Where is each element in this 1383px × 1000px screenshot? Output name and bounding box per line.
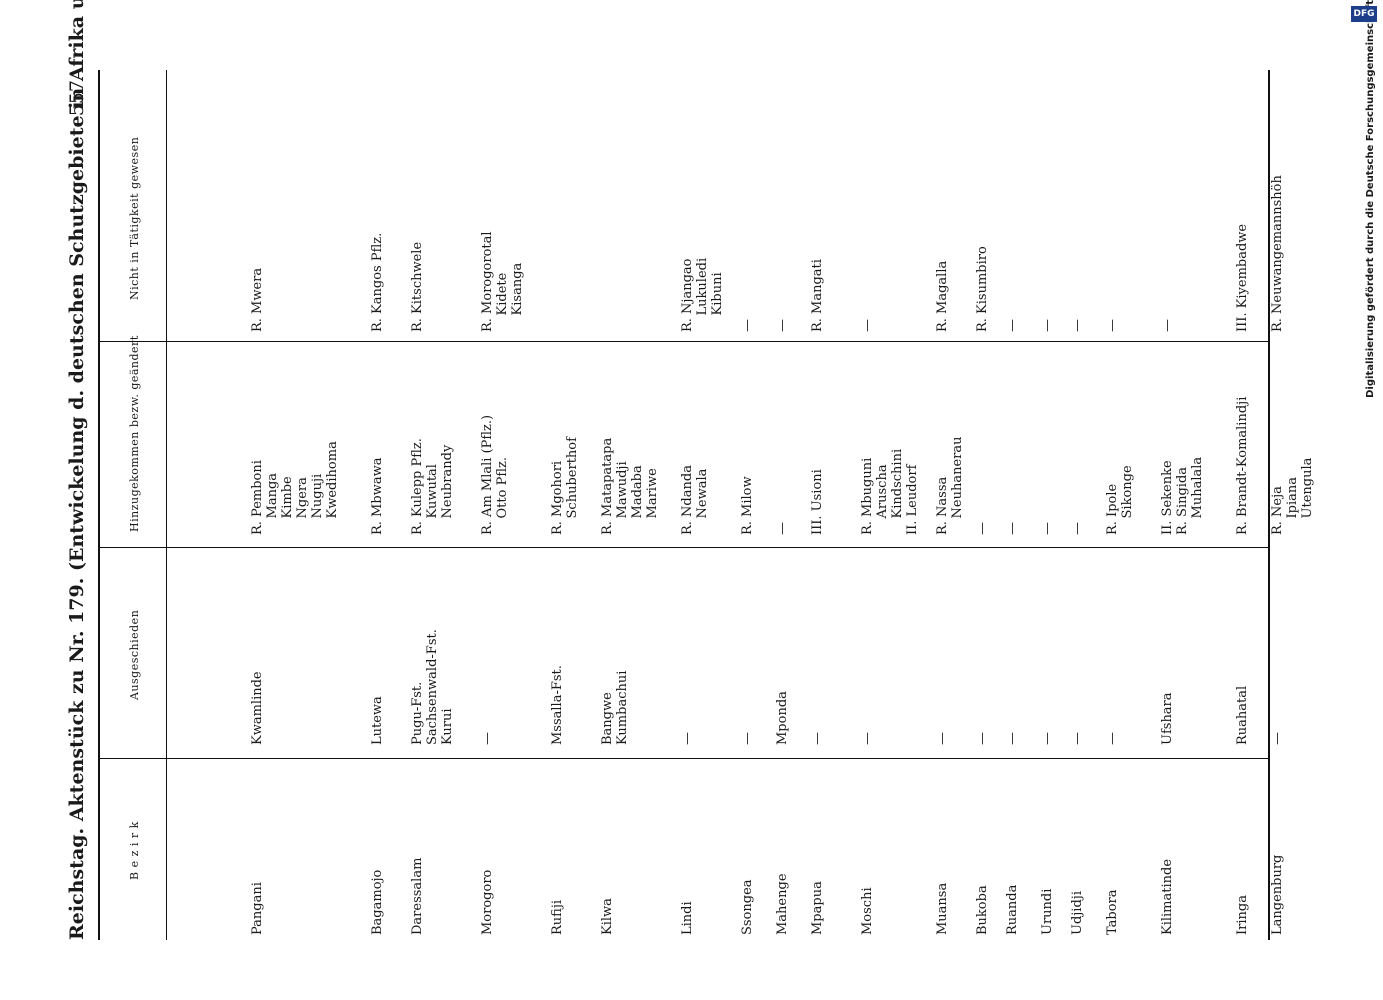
cell-hinzugekommen: — (775, 522, 790, 535)
cell-ausgeschieden: Mponda (775, 691, 790, 745)
cell-bezirk: Mahenge (775, 873, 790, 935)
col-header-hinzugekommen: Hinzugekommen bezw. geändert (128, 335, 141, 532)
cell-hinzugekommen: R. Neja Ipiana Utengula (1270, 457, 1315, 535)
cell-ausgeschieden: Lutewa (370, 696, 385, 745)
cell-hinzugekommen: II. Sekenke R. Singida Muhalala (1160, 456, 1205, 535)
cell-nicht-taetig: R. Kisumbiro (975, 246, 990, 332)
cell-ausgeschieden: — (740, 732, 755, 745)
cell-nicht-taetig: — (1040, 319, 1055, 332)
cell-bezirk: Udjidji (1070, 891, 1085, 935)
col-header-ausgeschieden: Ausgeschieden (128, 609, 141, 700)
digitization-note: Digitalisierung gefördert durch die Deut… (1365, 0, 1376, 398)
cell-ausgeschieden: Ruahatal (1235, 685, 1250, 745)
cell-ausgeschieden: — (1005, 732, 1020, 745)
cell-hinzugekommen: R. Ndanda Newala (680, 465, 710, 535)
cell-ausgeschieden: — (860, 732, 875, 745)
col-header-nicht-taetig: Nicht in Tätigkeit gewesen (128, 136, 141, 300)
col-divider-3 (100, 341, 1268, 342)
cell-ausgeschieden: — (975, 732, 990, 745)
cell-bezirk: Ruanda (1005, 884, 1020, 935)
col-divider-2 (100, 547, 1268, 548)
cell-hinzugekommen: — (975, 522, 990, 535)
cell-bezirk: Ssongea (740, 879, 755, 935)
cell-nicht-taetig: R. Kangos Pflz. (370, 232, 385, 332)
cell-bezirk: Iringa (1235, 895, 1250, 935)
cell-nicht-taetig: — (775, 319, 790, 332)
cell-bezirk: Muansa (935, 882, 950, 935)
cell-bezirk: Daressalam (410, 857, 425, 935)
cell-hinzugekommen: R. Kulepp Pflz. Kuwutal Neubrandy (410, 438, 455, 535)
cell-hinzugekommen: R. Am Mlali (Pflz.) Otto Pflz. (480, 414, 510, 535)
cell-ausgeschieden: — (1040, 732, 1055, 745)
cell-bezirk: Tabora (1105, 889, 1120, 935)
cell-bezirk: Pangani (250, 882, 265, 935)
cell-nicht-taetig: R. Mangati (810, 259, 825, 332)
cell-bezirk: Morogoro (480, 869, 495, 935)
table-top-rule (98, 70, 100, 940)
cell-ausgeschieden: — (480, 732, 495, 745)
cell-nicht-taetig: — (860, 319, 875, 332)
cell-nicht-taetig: R. Mwera (250, 267, 265, 332)
cell-hinzugekommen: R. Nassa Neuhanerau (935, 436, 965, 536)
cell-bezirk: Rufiji (550, 899, 565, 935)
cell-ausgeschieden: Pugu-Fst. Sachsenwald-Fst. Kurui (410, 629, 455, 745)
cell-bezirk: Moschi (860, 887, 875, 935)
col-header-bezirk: B e z i r k (128, 821, 141, 880)
cell-bezirk: Lindi (680, 901, 695, 935)
cell-ausgeschieden: Ufshara (1160, 692, 1175, 745)
cell-nicht-taetig: R. Morogorotal Kidete Kisanga (480, 231, 525, 332)
cell-nicht-taetig: — (740, 319, 755, 332)
cell-hinzugekommen: R. Milow (740, 476, 755, 535)
col-divider-1 (100, 758, 1268, 759)
cell-nicht-taetig: III. Kiyembadwe (1235, 223, 1250, 332)
cell-ausgeschieden: — (1105, 732, 1120, 745)
header-bottom-rule (166, 70, 167, 940)
cell-hinzugekommen: R. Mbwawa (370, 457, 385, 535)
cell-hinzugekommen: III. Usioni (810, 469, 825, 535)
cell-ausgeschieden: — (1070, 732, 1085, 745)
cell-hinzugekommen: — (1005, 522, 1020, 535)
cell-bezirk: Kilimatinde (1160, 858, 1175, 935)
page-title: Reichstag. Aktenstück zu Nr. 179. (Entwi… (66, 0, 88, 940)
cell-hinzugekommen: R. Pemboni Manga Kimbe Ngera Nuguji Kwed… (250, 441, 340, 535)
cell-bezirk: Kilwa (600, 898, 615, 935)
cell-bezirk: Urundi (1040, 888, 1055, 935)
cell-ausgeschieden: — (810, 732, 825, 745)
cell-ausgeschieden: — (1270, 732, 1285, 745)
cell-ausgeschieden: Kwamlinde (250, 671, 265, 745)
cell-ausgeschieden: — (935, 732, 950, 745)
cell-hinzugekommen: — (1040, 522, 1055, 535)
cell-hinzugekommen: R. Brandt-Komalindji (1235, 396, 1250, 535)
cell-bezirk: Bukoba (975, 885, 990, 935)
cell-nicht-taetig: R. Neuwangemannshöh (1270, 175, 1285, 332)
cell-nicht-taetig: R. Njangao Lukuledi Kibuni (680, 257, 725, 332)
cell-nicht-taetig: R. Kitschwele (410, 241, 425, 332)
cell-hinzugekommen: R. Matapatapa Mawudji Madaba Mariwe (600, 437, 660, 535)
page-number: 557 (66, 80, 88, 117)
cell-nicht-taetig: — (1160, 319, 1175, 332)
cell-nicht-taetig: R. Magalla (935, 260, 950, 332)
cell-nicht-taetig: — (1005, 319, 1020, 332)
cell-hinzugekommen: R. Mbuguni Aruscha Kindschini II. Leudor… (860, 448, 920, 535)
cell-ausgeschieden: Mssalla-Fst. (550, 665, 565, 745)
page-header: Reichstag. Aktenstück zu Nr. 179. (Entwi… (60, 0, 100, 940)
dfg-logo: DFG (1351, 6, 1377, 22)
cell-bezirk: Langenburg (1270, 854, 1285, 935)
cell-hinzugekommen: R. Ipole Sikonge (1105, 465, 1135, 535)
cell-hinzugekommen: — (1070, 522, 1085, 535)
cell-bezirk: Mpapua (810, 881, 825, 935)
cell-hinzugekommen: R. Mgohori Schuberthof (550, 437, 580, 535)
cell-ausgeschieden: — (680, 732, 695, 745)
cell-nicht-taetig: — (1105, 319, 1120, 332)
cell-nicht-taetig: — (1070, 319, 1085, 332)
cell-ausgeschieden: Bangwe Kumbachui (600, 670, 630, 745)
cell-bezirk: Bagamojo (370, 869, 385, 935)
